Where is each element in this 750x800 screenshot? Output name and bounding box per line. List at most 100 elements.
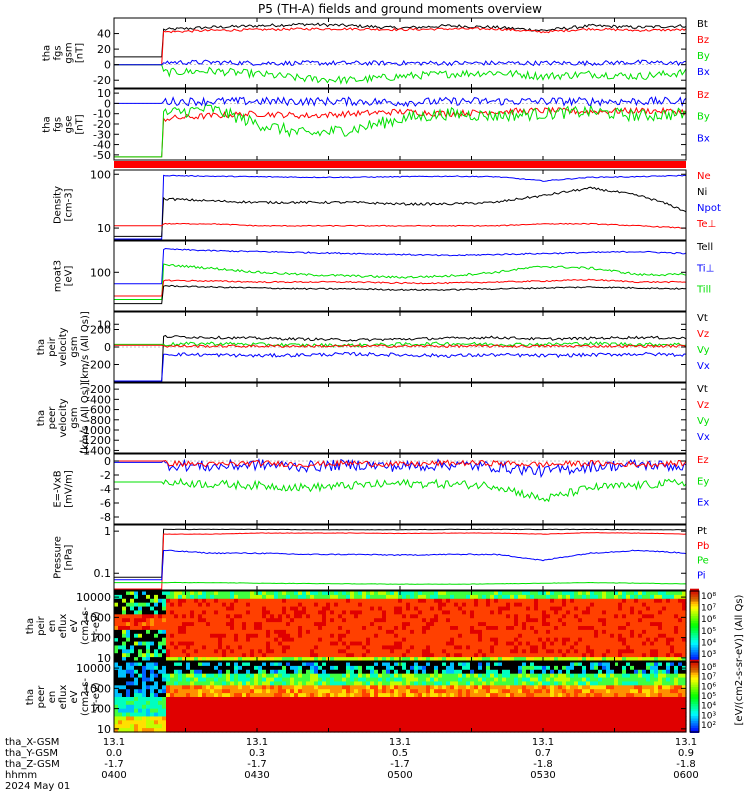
spectrogram-cell	[382, 594, 387, 600]
spectrogram-cell	[630, 610, 635, 615]
spectrogram-cell	[638, 653, 643, 658]
spectrogram-cell	[210, 700, 215, 706]
spectrogram-cell	[654, 594, 659, 600]
spectrogram-cell	[206, 637, 211, 643]
spectrogram-cell	[262, 614, 267, 619]
spectrogram-cell	[290, 716, 295, 721]
spectrogram-cell	[634, 637, 639, 643]
spectrogram-cell	[482, 649, 487, 654]
spectrogram-cell	[130, 637, 135, 643]
spectrogram-cell	[674, 591, 679, 596]
spectrogram-cell	[506, 704, 511, 710]
spectrogram-cell	[582, 591, 587, 596]
spectrogram-cell	[358, 657, 363, 662]
spectrogram-cell	[306, 645, 311, 650]
spectrogram-cell	[142, 657, 147, 662]
legend-entry: Pe	[697, 556, 709, 567]
spectrogram-cell	[634, 657, 639, 662]
spectrogram-cell	[310, 677, 315, 683]
spectrogram-cell	[430, 704, 435, 710]
spectrogram-cell	[134, 677, 139, 683]
spectrogram-cell	[154, 645, 159, 650]
colorbar-step	[690, 620, 699, 624]
spectrogram-cell	[146, 602, 151, 608]
spectrogram-cell	[434, 591, 439, 596]
spectrogram-cell	[250, 665, 255, 671]
spectrogram-cell	[294, 594, 299, 600]
spectrogram-cell	[518, 633, 523, 639]
spectrogram-cell	[306, 728, 311, 733]
spectrogram-cell	[542, 598, 547, 604]
spectrogram-cell	[202, 618, 207, 623]
spectrogram-cell	[190, 657, 195, 662]
spectrogram-cell	[514, 697, 519, 702]
spectrogram-cell	[554, 681, 559, 686]
spectrogram-cell	[386, 685, 391, 690]
spectrogram-cell	[158, 685, 163, 690]
spectrogram-cell	[474, 677, 479, 683]
spectrogram-cell	[114, 662, 119, 667]
spectrogram-cell	[130, 685, 135, 690]
y-axis-label: tha	[42, 116, 53, 132]
spectrogram-cell	[298, 673, 303, 679]
spectrogram-cell	[398, 602, 403, 608]
spectrogram-cell	[390, 637, 395, 643]
spectrogram-cell	[382, 708, 387, 714]
spectrogram-cell	[310, 720, 315, 725]
spectrogram-cell	[342, 633, 347, 639]
spectrogram-cell	[662, 610, 667, 615]
spectrogram-cell	[266, 669, 271, 675]
spectrogram-cell	[666, 614, 671, 619]
spectrogram-cell	[658, 626, 663, 631]
spectrogram-cell	[438, 633, 443, 639]
spectrogram-cell	[118, 704, 123, 710]
spectrogram-cell	[486, 689, 491, 694]
spectrogram-cell	[246, 653, 251, 658]
spectrogram-cell	[518, 649, 523, 654]
spectrogram-cell	[398, 598, 403, 604]
spectrogram-cell	[618, 594, 623, 600]
spectrogram-cell	[158, 728, 163, 733]
spectrogram-cell	[298, 629, 303, 635]
spectrogram-cell	[142, 633, 147, 639]
spectrogram-cell	[550, 700, 555, 706]
spectrogram-cell	[142, 614, 147, 619]
spectrogram-cell	[190, 645, 195, 650]
spectrogram-cell	[230, 704, 235, 710]
spectrogram-cell	[286, 704, 291, 710]
spectrogram-cell	[314, 716, 319, 721]
spectrogram-cell	[334, 720, 339, 725]
spectrogram-cell	[362, 637, 367, 643]
spectrogram-cell	[474, 618, 479, 623]
spectrogram-cell	[526, 591, 531, 596]
spectrogram-cell	[234, 712, 239, 718]
spectrogram-cell	[662, 606, 667, 612]
spectrogram-cell	[418, 626, 423, 631]
spectrogram-cell	[158, 716, 163, 721]
legend-entry: Vy	[697, 345, 710, 356]
spectrogram-cell	[522, 662, 527, 667]
spectrogram-cell	[474, 594, 479, 600]
spectrogram-cell	[634, 614, 639, 619]
spectrogram-cell	[446, 704, 451, 710]
spectrogram-cell	[274, 602, 279, 608]
spectrogram-cell	[294, 649, 299, 654]
spectrogram-cell	[162, 681, 167, 686]
spectrogram-cell	[638, 622, 643, 627]
spectrogram-cell	[194, 645, 199, 650]
spectrogram-cell	[250, 637, 255, 643]
spectrogram-cell	[174, 728, 179, 733]
panel-frame	[113, 524, 687, 591]
spectrogram-cell	[222, 665, 227, 671]
spectrogram-cell	[446, 649, 451, 654]
y-tick-label: -600	[86, 404, 111, 417]
spectrogram-cell	[270, 633, 275, 639]
spectrogram-cell	[170, 629, 175, 635]
spectrogram-cell	[558, 594, 563, 600]
spectrogram-cell	[350, 645, 355, 650]
spectrogram-cell	[126, 645, 131, 650]
spectrogram-cell	[658, 641, 663, 647]
spectrogram-cell	[530, 610, 535, 615]
spectrogram-cell	[402, 697, 407, 702]
spectrogram-cell	[494, 637, 499, 643]
